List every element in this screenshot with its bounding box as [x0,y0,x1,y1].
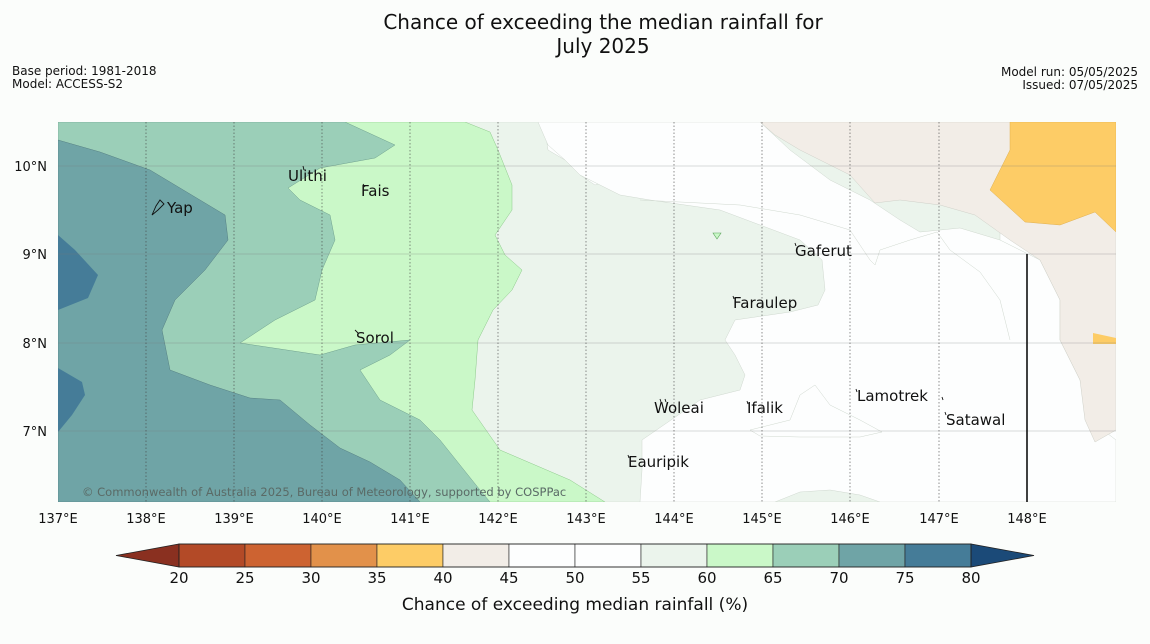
lon-label: 145°E [742,512,782,527]
lon-label: 142°E [478,512,518,527]
band-50-55-curve [639,199,1011,341]
colorbar-tick-label: 25 [235,569,254,587]
colorbar-tick-label: 45 [499,569,518,587]
lon-label: 139°E [214,512,254,527]
colorbar-tick-label: 80 [961,569,980,587]
base-period: Base period: 1981-2018 [12,64,157,78]
colorbar-segment [508,543,576,568]
lon-label: 141°E [390,512,430,527]
band-60-65-dot [712,232,722,240]
lon-label: 143°E [566,512,606,527]
colorbar-segment [706,543,774,568]
colorbar-tick-label: 75 [895,569,914,587]
latitude-labels: 10°N 9°N 8°N 7°N [14,160,47,440]
colorbar-tick-label: 30 [301,569,320,587]
colorbar-tick-label: 40 [433,569,452,587]
place-label-ulithi: Ulithi [288,167,327,185]
colorbar-segment [904,543,972,568]
colorbar-segment [442,543,510,568]
band-75-80-b [58,368,85,432]
base-info: Base period: 1981-2018 Model: ACCESS-S2 [12,65,157,91]
place-label-lamotrek: Lamotrek [857,387,928,405]
lon-label: 146°E [830,512,870,527]
place-label-ifalik: Ifalik [747,399,783,417]
model-run: Model run: 05/05/2025 [1000,65,1138,79]
colorbar-segment [772,543,840,568]
colorbar: 20 25 30 35 40 45 50 55 60 65 70 75 80 Chance of exc… [115,543,1035,615]
longitude-gridlines [145,122,940,502]
colorbar-segment [310,543,378,568]
lon-label: 138°E [126,512,166,527]
place-label-satawal: Satawal [946,411,1005,429]
band-55-60-island [774,489,881,502]
model-name: Model: ACCESS-S2 [12,77,124,91]
map-area: Ulithi Fais Yap Gaferut Faraulep Sorol L… [58,122,1116,502]
colorbar-segment [838,543,906,568]
colorbar-segment [574,543,642,568]
lon-label: 147°E [919,512,959,527]
title-line-2: July 2025 [556,34,650,58]
title-line-1: Chance of exceeding the median rainfall … [383,10,823,34]
colorbar-ticks: 20 25 30 35 40 45 50 55 60 65 70 75 80 [169,569,980,587]
lat-label: 10°N [14,160,47,175]
colorbar-tick-label: 55 [631,569,650,587]
band-70-75 [58,139,421,502]
run-info: Model run: 05/05/2025 Issued: 07/05/2025 [1001,66,1138,92]
colorbar-tick-label: 60 [697,569,716,587]
colorbar-tick-label: 65 [763,569,782,587]
band-35-40 [989,122,1116,233]
place-label-eauripik: Eauripik [628,453,689,471]
place-label-fais: Fais [361,182,390,200]
band-35-40-small [1093,333,1116,344]
place-label-yap: Yap [166,199,193,217]
longitude-labels: 137°E 138°E 139°E 140°E 141°E 142°E 143°… [38,512,1047,527]
copyright-note: © Commonwealth of Australia 2025, Bureau… [82,485,566,499]
place-label-sorol: Sorol [356,329,394,347]
lon-label: 140°E [302,512,342,527]
lat-label: 8°N [23,337,48,352]
place-label-faraulep: Faraulep [733,294,797,312]
colorbar-segments [178,543,972,568]
colorbar-tick-label: 70 [829,569,848,587]
colorbar-under-arrow [115,543,180,568]
band-50-55-a [537,122,1116,502]
lon-label: 137°E [38,512,78,527]
colorbar-over-arrow [970,543,1035,568]
place-labels: Ulithi Fais Yap Gaferut Faraulep Sorol L… [166,167,1005,471]
place-label-gaferut: Gaferut [795,242,852,260]
colorbar-tick-label: 35 [367,569,386,587]
band-50-55-loop [749,384,883,438]
colorbar-label: Chance of exceeding median rainfall (%) [402,595,748,615]
issued-date: Issued: 07/05/2025 [1022,78,1138,92]
lat-label: 7°N [23,425,48,440]
colorbar-outline [178,543,972,568]
colorbar-segment [640,543,708,568]
lon-label: 148°E [1007,512,1047,527]
lat-label: 9°N [23,248,48,263]
colorbar-segment [376,543,444,568]
lon-label: 144°E [654,512,694,527]
map-title: Chance of exceeding the median rainfall … [0,10,1150,58]
place-label-woleai: Woleai [654,399,704,417]
colorbar-segment [244,543,312,568]
colorbar-tick-label: 20 [169,569,188,587]
island-marks [151,165,947,459]
colorbar-tick-label: 50 [565,569,584,587]
colorbar-segment [178,543,246,568]
